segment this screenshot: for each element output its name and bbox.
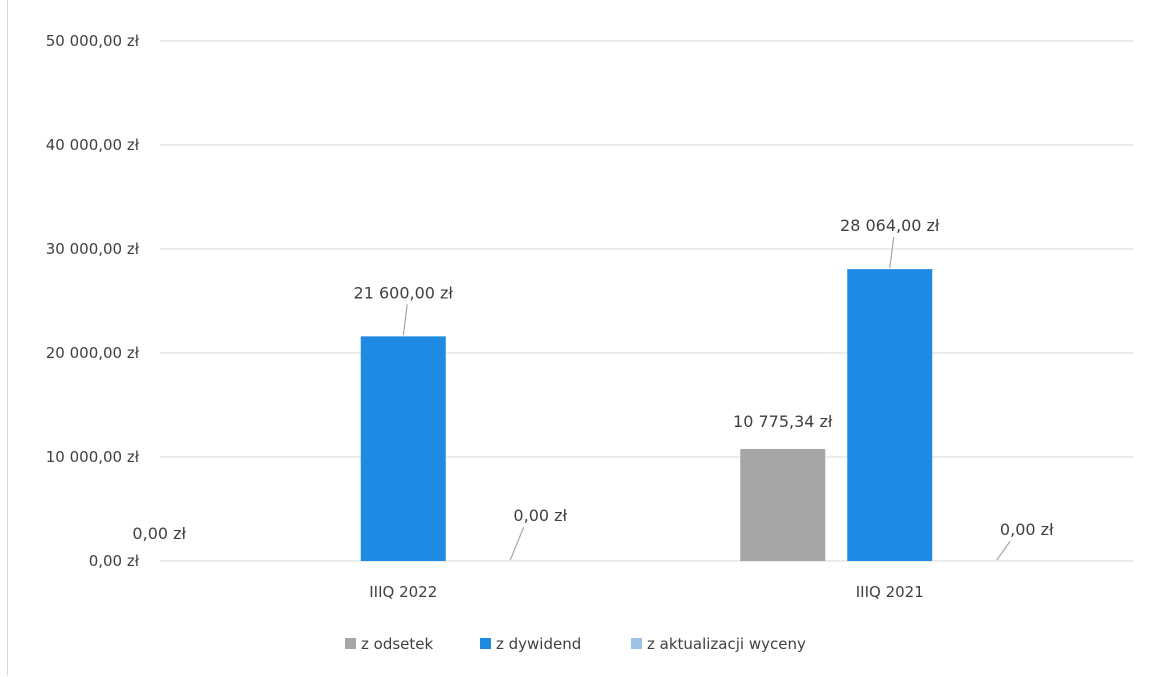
data-label: 0,00 zł	[1000, 520, 1054, 539]
bar	[847, 269, 933, 561]
legend-swatch	[480, 638, 491, 649]
leader-line	[402, 304, 408, 336]
y-tick-label: 50 000,00 zł	[46, 32, 140, 50]
leader-lines	[402, 237, 1011, 561]
x-category-label: IIIQ 2021	[856, 583, 924, 601]
legend-label: z dywidend	[496, 635, 581, 653]
data-label: 0,00 zł	[132, 524, 186, 543]
y-tick-label: 30 000,00 zł	[46, 240, 140, 258]
leader-line	[889, 237, 895, 269]
bars	[360, 269, 933, 561]
legend-label: z odsetek	[361, 635, 433, 653]
y-tick-label: 40 000,00 zł	[46, 136, 140, 154]
data-label: 21 600,00 zł	[354, 283, 454, 302]
y-tick-label: 20 000,00 zł	[46, 344, 140, 362]
legend-swatch	[345, 638, 356, 649]
data-label: 28 064,00 zł	[840, 216, 940, 235]
chart-frame	[7, 0, 1147, 676]
leader-line	[509, 526, 525, 561]
x-axis-category-labels: IIIQ 2022 IIIQ 2021	[369, 583, 924, 601]
legend-label: z aktualizacji wyceny	[647, 635, 806, 653]
y-tick-label: 0,00 zł	[89, 552, 140, 570]
gridlines	[160, 40, 1133, 562]
legend-swatch	[631, 638, 642, 649]
y-axis-tick-labels: 0,00 zł 10 000,00 zł 20 000,00 zł 30 000,00…	[46, 32, 140, 570]
x-category-label: IIIQ 2022	[369, 583, 437, 601]
leader-line	[996, 540, 1011, 561]
data-label: 0,00 zł	[513, 506, 567, 525]
data-label: 10 775,34 zł	[733, 412, 833, 431]
data-labels: 0,00 zł 21 600,00 zł 0,00 zł 10 775,34 zł 28…	[132, 216, 1054, 543]
legend: z odsetek z dywidend z aktualizacji wyceny	[345, 635, 806, 653]
bar	[360, 336, 446, 561]
y-tick-label: 10 000,00 zł	[46, 448, 140, 466]
bar	[740, 448, 826, 561]
